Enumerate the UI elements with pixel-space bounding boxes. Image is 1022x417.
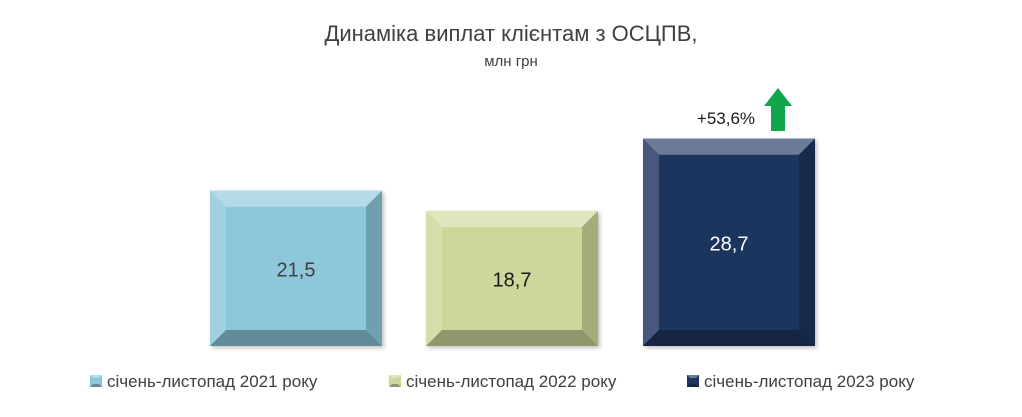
legend-swatch-bevel <box>90 384 102 387</box>
growth-label: +53,6% <box>697 109 755 128</box>
bevel-left <box>426 210 442 346</box>
growth-annotation: +53,6% <box>697 88 792 131</box>
bar-1 <box>210 190 382 346</box>
bevel-left <box>210 190 226 346</box>
legend-label: січень-листопад 2021 року <box>107 372 318 391</box>
up-arrow-icon <box>764 88 792 131</box>
legend-item-1: січень-листопад 2021 року <box>90 372 318 391</box>
legend-item-2: січень-листопад 2022 року <box>389 372 617 391</box>
bevel-top <box>426 210 598 227</box>
legend-label: січень-листопад 2022 року <box>406 372 617 391</box>
bars-group: 21,5 18,7 28,7 <box>210 138 815 346</box>
legend: січень-листопад 2021 року січень-листопад… <box>90 372 915 391</box>
bar-value-label: 28,7 <box>710 233 749 255</box>
bar-value-label: 21,5 <box>277 259 316 281</box>
bar-value-label: 18,7 <box>493 269 532 291</box>
legend-swatch-bevel <box>90 375 102 378</box>
bevel-bottom <box>210 330 382 346</box>
bevel-right <box>799 138 815 346</box>
bevel-right <box>366 190 382 346</box>
legend-swatch-bevel <box>687 384 699 387</box>
legend-swatch-bevel <box>389 375 401 378</box>
chart-title: Динаміка виплат клієнтам з ОСЦПВ, <box>324 21 697 46</box>
bar-face <box>426 210 598 346</box>
bar-2 <box>426 210 598 346</box>
legend-label: січень-листопад 2023 року <box>704 372 915 391</box>
bevel-left <box>643 138 659 346</box>
bevel-right <box>582 210 598 346</box>
bevel-top <box>643 138 815 155</box>
legend-item-3: січень-листопад 2023 року <box>687 372 915 391</box>
bar-face <box>210 190 382 346</box>
bevel-bottom <box>643 330 815 346</box>
bar-3 <box>643 138 815 346</box>
legend-swatch-bevel <box>389 384 401 387</box>
bar-face <box>643 138 815 346</box>
chart-subtitle: млн грн <box>484 53 538 70</box>
bevel-top <box>210 190 382 207</box>
bevel-bottom <box>426 330 598 346</box>
legend-swatch-bevel <box>687 375 699 378</box>
